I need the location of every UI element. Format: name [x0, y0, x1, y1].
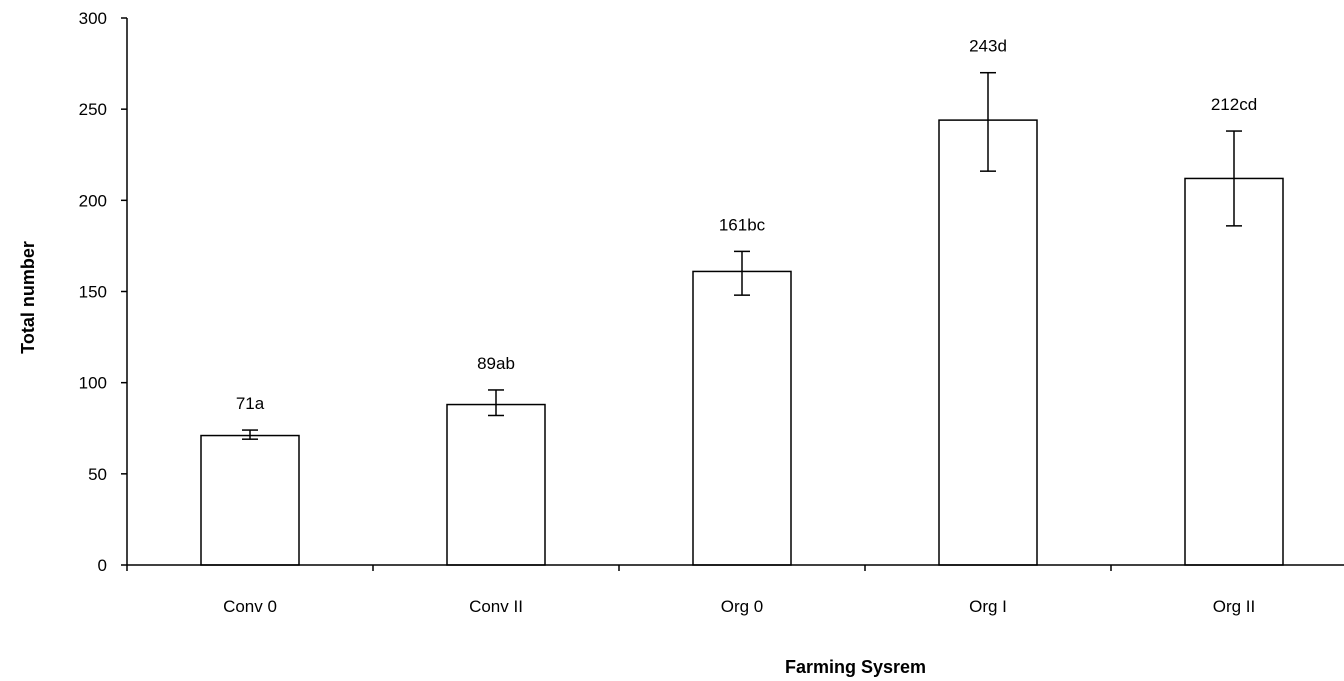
x-category-label: Org I: [969, 597, 1007, 616]
x-axis-title: Farming Sysrem: [785, 657, 926, 677]
y-tick-label: 200: [79, 191, 107, 210]
x-axis-categories: Conv 0 Conv II Org 0 Org I Org II: [223, 597, 1255, 616]
data-label: 212cd: [1211, 95, 1257, 114]
data-label: 243d: [969, 37, 1007, 56]
error-bars: [242, 71, 1242, 440]
bar-org-ii: [1184, 177, 1284, 566]
bars: [200, 119, 1284, 566]
data-labels: 71a 89ab 161bc 243d 212cd: [236, 37, 1257, 413]
y-tick-label: 150: [79, 283, 107, 302]
bar-conv-0: [200, 434, 300, 566]
data-label: 89ab: [477, 354, 515, 373]
bar-org-0: [692, 270, 792, 566]
y-axis-ticks: 0 50 100 150 200 250 300: [79, 9, 127, 575]
bar-conv-ii: [446, 403, 546, 566]
x-axis-ticks: [126, 565, 1112, 571]
y-tick-label: 300: [79, 9, 107, 28]
y-tick-label: 250: [79, 100, 107, 119]
y-axis-title: Total number: [18, 241, 38, 354]
bar-org-i: [938, 119, 1038, 566]
y-tick-label: 0: [98, 556, 107, 575]
x-category-label: Org II: [1213, 597, 1256, 616]
y-tick-label: 100: [79, 374, 107, 393]
data-label: 161bc: [719, 215, 766, 234]
y-tick-label: 50: [88, 465, 107, 484]
data-label: 71a: [236, 394, 265, 413]
x-category-label: Org 0: [721, 597, 764, 616]
x-category-label: Conv II: [469, 597, 523, 616]
x-category-label: Conv 0: [223, 597, 277, 616]
